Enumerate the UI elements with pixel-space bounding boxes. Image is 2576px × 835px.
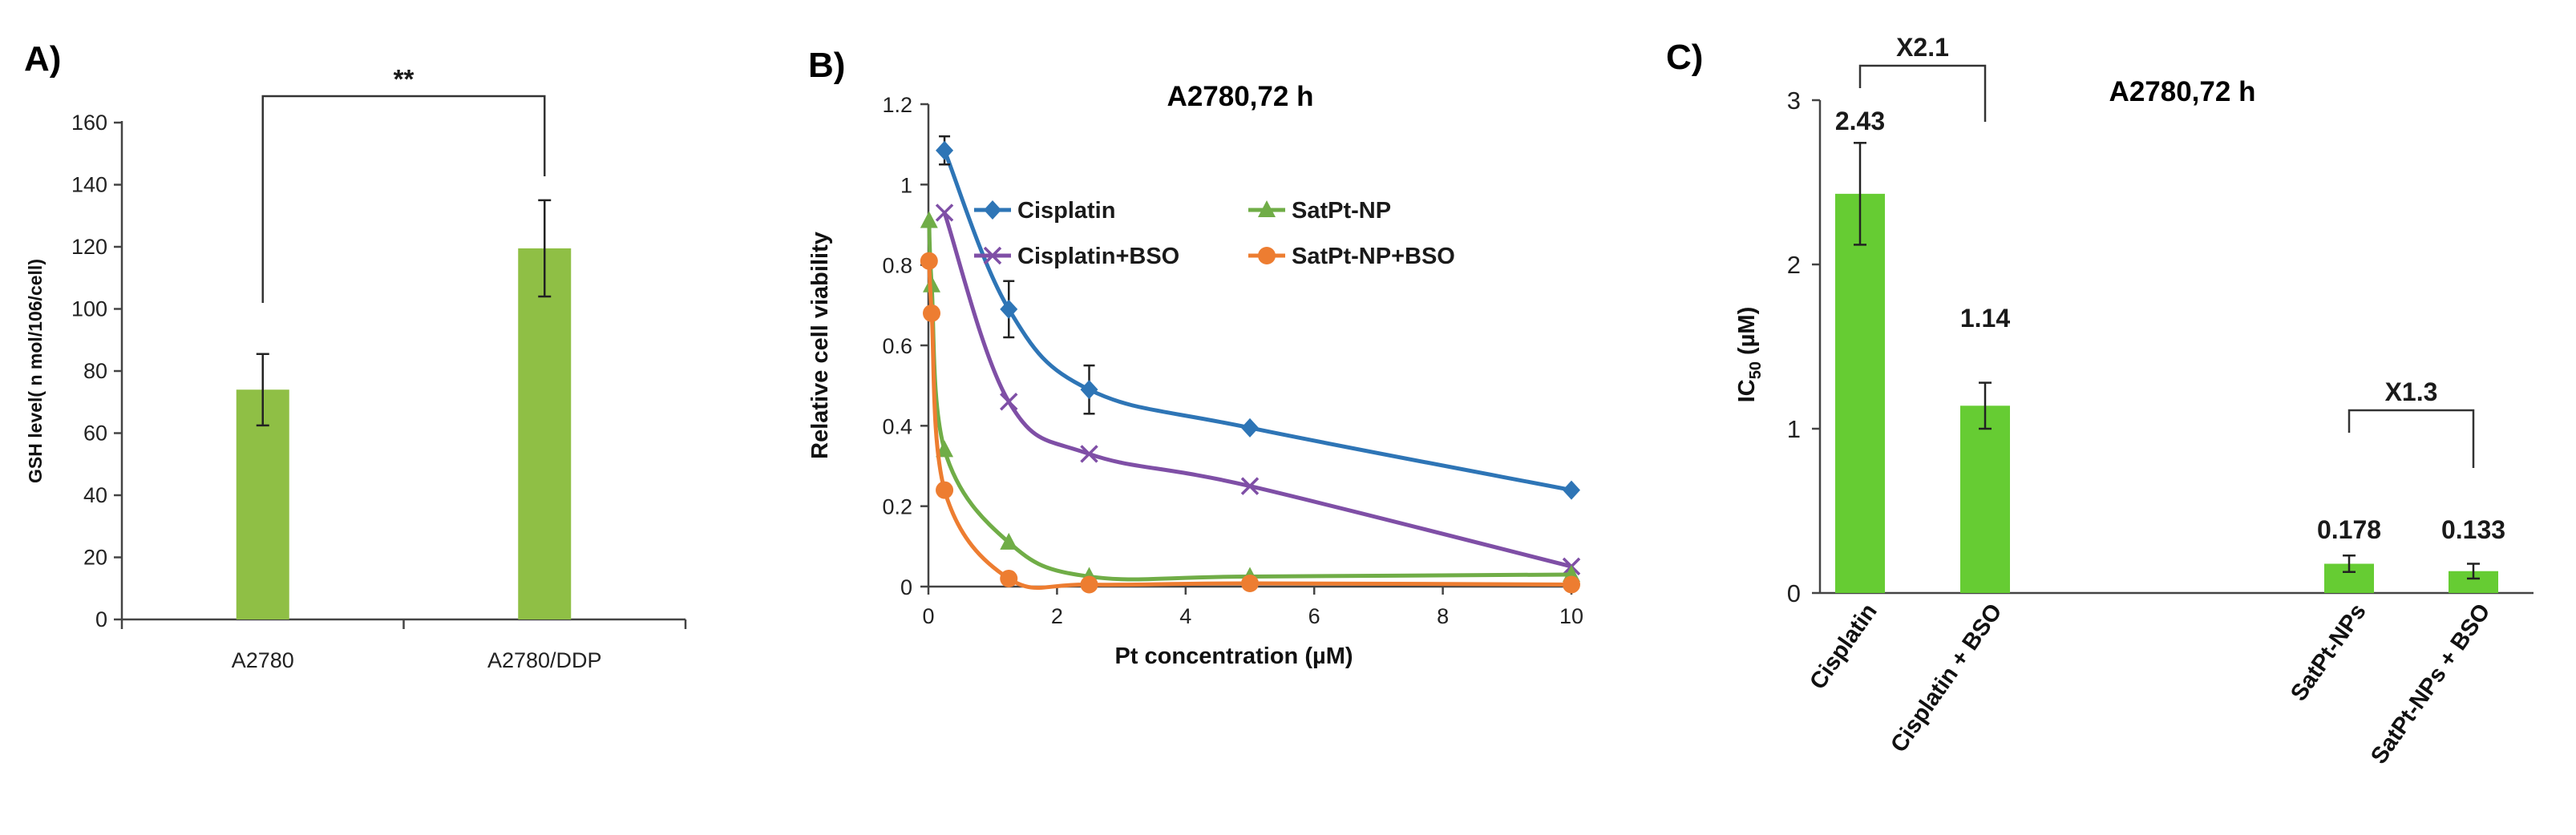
- x-tick-label: 0: [922, 604, 934, 628]
- x-tick-label: 4: [1179, 604, 1191, 628]
- panel-c-ic50-chart: C) A2780,72 h 0 1 2 3 IC50 (µM) 2.43 Cisplatin 1.…: [1652, 0, 2574, 835]
- legend-label: SatPt-NP+BSO: [1292, 244, 1455, 269]
- data-point-circle: [920, 252, 938, 270]
- data-point-circle: [1000, 569, 1018, 587]
- chart-title: A2780,72 h: [1167, 81, 1314, 112]
- data-point-circle: [923, 304, 941, 322]
- panel-a-gsh-chart: A) 0 20 40 60 80 100 120 140 160 GSH level( n mol/…: [0, 0, 722, 835]
- y-tick-label: 80: [83, 359, 107, 383]
- x-category-label: Cisplatin: [1805, 599, 1882, 695]
- panel-b-svg: B) A2780,72 h 0 0.2 0.4 0.6 0.8 1 1.2 0 2 4 6 8 10 Rela…: [807, 46, 1583, 669]
- chart-title: A2780,72 h: [2109, 76, 2256, 107]
- series-cisplatin: [936, 135, 1580, 500]
- x-tick-label: 10: [1559, 604, 1583, 628]
- x-category-label: A2780/DDP: [487, 648, 602, 672]
- x-tick-label: 8: [1437, 604, 1449, 628]
- y-tick-label: 60: [83, 422, 107, 446]
- panel-label: C): [1666, 38, 1703, 77]
- x-category-label: Cisplatin + BSO: [1886, 599, 2007, 757]
- value-label: 0.133: [2441, 515, 2505, 544]
- panel-label: B): [808, 46, 845, 85]
- x-category-label: SatPt-NPs + BSO: [2366, 599, 2496, 769]
- data-point-triangle: [1000, 532, 1018, 550]
- y-axis-title: GSH level( n mol/106/cell): [25, 259, 46, 483]
- series-line: [927, 260, 1572, 590]
- y-tick-label: 40: [83, 483, 107, 507]
- data-point-diamond: [984, 200, 1001, 220]
- bar: [236, 389, 289, 619]
- y-axis-title: Relative cell viability: [807, 232, 833, 459]
- y-tick-label: 0.2: [882, 495, 912, 519]
- comparison-label: X2.1: [1896, 33, 1949, 62]
- y-tick-label: 120: [71, 235, 107, 259]
- bar: [1960, 405, 2010, 593]
- panel-c-svg: C) A2780,72 h 0 1 2 3 IC50 (µM) 2.43 Cisplatin 1.…: [1666, 33, 2534, 769]
- significance-label: **: [394, 64, 415, 94]
- y-tick-label: 0.8: [882, 254, 912, 278]
- comparison-label: X1.3: [2385, 377, 2438, 406]
- panel-b-viability-chart: B) A2780,72 h 0 0.2 0.4 0.6 0.8 1 1.2 0 2 4 6 8 10 Rela…: [778, 0, 1628, 835]
- x-tick-label: 6: [1308, 604, 1320, 628]
- data-point-circle: [1258, 247, 1276, 264]
- x-tick-label: 2: [1051, 604, 1063, 628]
- data-point-diamond: [936, 140, 954, 160]
- y-tick-label: 1: [1787, 415, 1801, 443]
- series-line: [942, 212, 1572, 569]
- y-tick-label: 0: [95, 607, 107, 631]
- data-point-x: [983, 246, 1002, 265]
- y-tick-label: 1.2: [882, 93, 912, 117]
- value-label: 2.43: [1835, 107, 1885, 135]
- data-point-circle: [1080, 575, 1098, 594]
- x-axis-title: Pt concentration (µM): [1114, 643, 1353, 669]
- y-tick-label: 0: [1787, 579, 1801, 607]
- data-point-x: [1000, 392, 1018, 411]
- comparison-bracket: [1858, 64, 1987, 122]
- data-point-triangle: [1258, 200, 1276, 217]
- data-point-triangle: [936, 440, 954, 458]
- y-tick-label: 3: [1787, 87, 1801, 115]
- data-point-diamond: [1241, 418, 1259, 438]
- y-tick-label: 2: [1787, 251, 1801, 279]
- data-point-circle: [1563, 575, 1580, 594]
- comparison-bracket: [2348, 409, 2475, 468]
- legend-label: Cisplatin: [1017, 198, 1115, 224]
- y-tick-label: 20: [83, 546, 107, 570]
- bar: [1835, 193, 1885, 593]
- y-tick-label: 160: [71, 111, 107, 135]
- series-line: [927, 220, 1572, 582]
- data-point-triangle: [920, 211, 938, 228]
- data-point-circle: [1241, 574, 1259, 592]
- data-point-diamond: [1080, 380, 1098, 400]
- legend-item: SatPt-NP: [1248, 198, 1391, 224]
- y-tick-label: 100: [71, 297, 107, 321]
- y-tick-label: 1: [900, 173, 912, 197]
- data-point-x: [1080, 445, 1098, 463]
- series-line: [942, 149, 1572, 493]
- x-category-label: A2780: [232, 648, 294, 672]
- legend-item: SatPt-NP+BSO: [1248, 244, 1455, 269]
- y-tick-label: 0.6: [882, 334, 912, 358]
- legend-label: SatPt-NP: [1292, 198, 1391, 224]
- panel-a-svg: A) 0 20 40 60 80 100 120 140 160 GSH level( n mol/…: [24, 39, 687, 672]
- data-point-diamond: [1000, 299, 1018, 319]
- significance-bracket: [261, 95, 546, 303]
- series-satpt-np-bso: [920, 252, 1580, 594]
- value-label: 0.178: [2317, 515, 2381, 544]
- data-point-diamond: [1563, 480, 1580, 500]
- legend-label: Cisplatin+BSO: [1017, 244, 1179, 269]
- y-tick-label: 0.4: [882, 414, 912, 438]
- data-point-circle: [936, 481, 954, 499]
- value-label: 1.14: [1960, 304, 2010, 333]
- y-tick-label: 0: [900, 575, 912, 599]
- bar: [518, 248, 572, 619]
- legend-item: Cisplatin+BSO: [974, 244, 1179, 269]
- panel-label: A): [24, 39, 61, 79]
- legend-item: Cisplatin: [974, 198, 1115, 224]
- data-point-x: [1240, 477, 1260, 495]
- data-point-x: [935, 204, 954, 222]
- y-axis-title: IC50 (µM): [1734, 307, 1765, 403]
- x-category-label: SatPt-NPs: [2286, 599, 2372, 706]
- y-tick-label: 140: [71, 173, 107, 197]
